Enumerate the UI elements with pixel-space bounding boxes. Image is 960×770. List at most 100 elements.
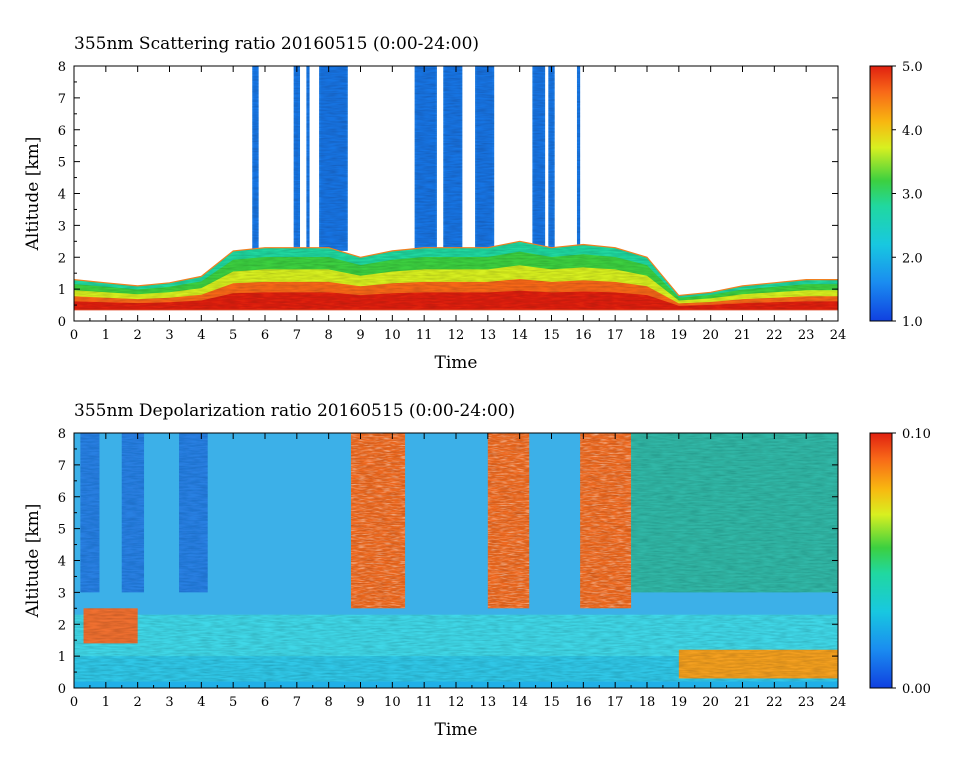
low-depol-streak: [80, 433, 100, 593]
x-tick-label: 11: [416, 695, 433, 710]
y-axis-label: Altitude [km]: [23, 137, 43, 252]
y-tick-label: 3: [58, 586, 66, 601]
speckle: [350, 433, 406, 609]
x-tick-label: 3: [165, 695, 173, 710]
y-axis-label: Altitude [km]: [23, 504, 43, 619]
x-tick-label: 24: [830, 328, 847, 343]
speckle-overlay: [350, 433, 632, 609]
colorbar-gradient: [869, 432, 893, 689]
x-tick-label: 0: [70, 695, 78, 710]
speckle: [580, 433, 632, 609]
cloud-column: [576, 66, 581, 251]
y-tick-label: 1: [58, 283, 66, 298]
y-tick-label: 4: [58, 188, 66, 203]
y-tick-label: 5: [58, 156, 66, 171]
x-tick-label: 14: [511, 695, 528, 710]
x-tick-label: 23: [798, 695, 815, 710]
y-axis: 0 1 2 3 4 5 6 7 8 Altitude [km]: [23, 427, 838, 697]
y-tick-label: 6: [58, 124, 66, 139]
y-tick-label: 3: [58, 219, 66, 234]
colorbar-tick-label: 5.0: [902, 60, 923, 75]
x-axis: 0 1 2 3 4 5 6 7 8 9 10 11 12 13 14 15 16 17 18 19 20 21 22 23 24…: [70, 433, 846, 740]
cloud-column-core: [445, 66, 461, 245]
x-tick-label: 4: [197, 695, 205, 710]
plot-area: [74, 66, 838, 321]
x-tick-label: 2: [134, 328, 142, 343]
x-tick-label: 20: [702, 328, 719, 343]
x-tick-label: 6: [261, 695, 269, 710]
early-depol-layer: [83, 608, 138, 644]
colorbar-tick-label: 3.0: [902, 188, 923, 203]
cloud-column-core: [321, 66, 346, 245]
plot-area: [74, 433, 838, 688]
cloud-column-core: [578, 66, 580, 245]
x-tick-label: 16: [575, 328, 592, 343]
x-tick-label: 1: [102, 695, 110, 710]
x-tick-label: 7: [293, 695, 301, 710]
low-depol-streak: [179, 433, 208, 593]
x-tick-label: 9: [356, 328, 364, 343]
cloud-column-core: [416, 66, 435, 245]
x-tick-label: 21: [734, 695, 751, 710]
colorbar-tick-label: 0.00: [902, 682, 931, 697]
x-tick-label: 14: [511, 328, 528, 343]
x-tick-label: 13: [480, 328, 497, 343]
x-tick-label: 10: [384, 695, 401, 710]
colorbar-tick-label: 0.10: [902, 427, 931, 442]
low-depol-streak: [121, 433, 145, 593]
x-tick-label: 3: [165, 328, 173, 343]
y-tick-label: 5: [58, 523, 66, 538]
cloud-column-core: [550, 66, 553, 245]
chart-title: 355nm Scattering ratio 20160515 (0:00-24…: [74, 34, 479, 54]
x-tick-label: 19: [671, 328, 688, 343]
x-tick-label: 0: [70, 328, 78, 343]
colorbar: 1.0 2.0 3.0 4.0 5.0: [869, 60, 923, 330]
x-tick-label: 2: [134, 695, 142, 710]
chart-panel-2: 355nm Depolarization ratio 20160515 (0:0…: [23, 401, 931, 740]
x-tick-label: 5: [229, 328, 237, 343]
y-tick-label: 8: [58, 60, 66, 75]
y-tick-label: 6: [58, 491, 66, 506]
x-tick-label: 8: [325, 328, 333, 343]
cloud-column-core: [254, 66, 257, 245]
y-tick-label: 7: [58, 92, 66, 107]
y-tick-label: 2: [58, 618, 66, 633]
x-tick-label: 10: [384, 328, 401, 343]
x-tick-label: 23: [798, 328, 815, 343]
x-tick-label: 9: [356, 695, 364, 710]
chart-panel-1: 355nm Scattering ratio 20160515 (0:00-24…: [23, 34, 923, 373]
x-tick-label: 17: [607, 695, 624, 710]
y-tick-label: 8: [58, 427, 66, 442]
cloud-column: [306, 66, 310, 251]
x-tick-label: 15: [543, 328, 560, 343]
x-axis: 0 1 2 3 4 5 6 7 8 9 10 11 12 13 14 15 16 17 18 19 20 21 22 23 24…: [70, 66, 846, 373]
cloud-column-core: [295, 66, 299, 245]
y-axis: 0 1 2 3 4 5 6 7 8 Altitude [km]: [23, 60, 838, 330]
x-tick-label: 17: [607, 328, 624, 343]
x-tick-label: 22: [766, 695, 783, 710]
cloud-column-core: [308, 66, 310, 245]
x-tick-label: 22: [766, 328, 783, 343]
x-tick-label: 15: [543, 695, 560, 710]
heatmap-fill: [74, 66, 838, 310]
x-tick-label: 5: [229, 695, 237, 710]
x-tick-label: 16: [575, 695, 592, 710]
x-tick-label: 13: [480, 695, 497, 710]
speckle: [487, 433, 530, 609]
mixed-depol-region: [631, 433, 838, 593]
y-tick-label: 7: [58, 459, 66, 474]
x-tick-label: 21: [734, 328, 751, 343]
x-tick-label: 7: [293, 328, 301, 343]
x-tick-label: 12: [448, 695, 465, 710]
y-tick-label: 1: [58, 650, 66, 665]
x-tick-label: 18: [639, 328, 656, 343]
x-tick-label: 1: [102, 328, 110, 343]
x-axis-label: Time: [435, 720, 478, 740]
high-depol-low-layer: [678, 649, 838, 679]
x-tick-label: 12: [448, 328, 465, 343]
x-tick-label: 8: [325, 695, 333, 710]
boundary-layer-band: [74, 290, 838, 310]
x-axis-label: Time: [435, 353, 478, 373]
boundary-layer-edge: [74, 240, 838, 297]
chart-title: 355nm Depolarization ratio 20160515 (0:0…: [74, 401, 515, 421]
